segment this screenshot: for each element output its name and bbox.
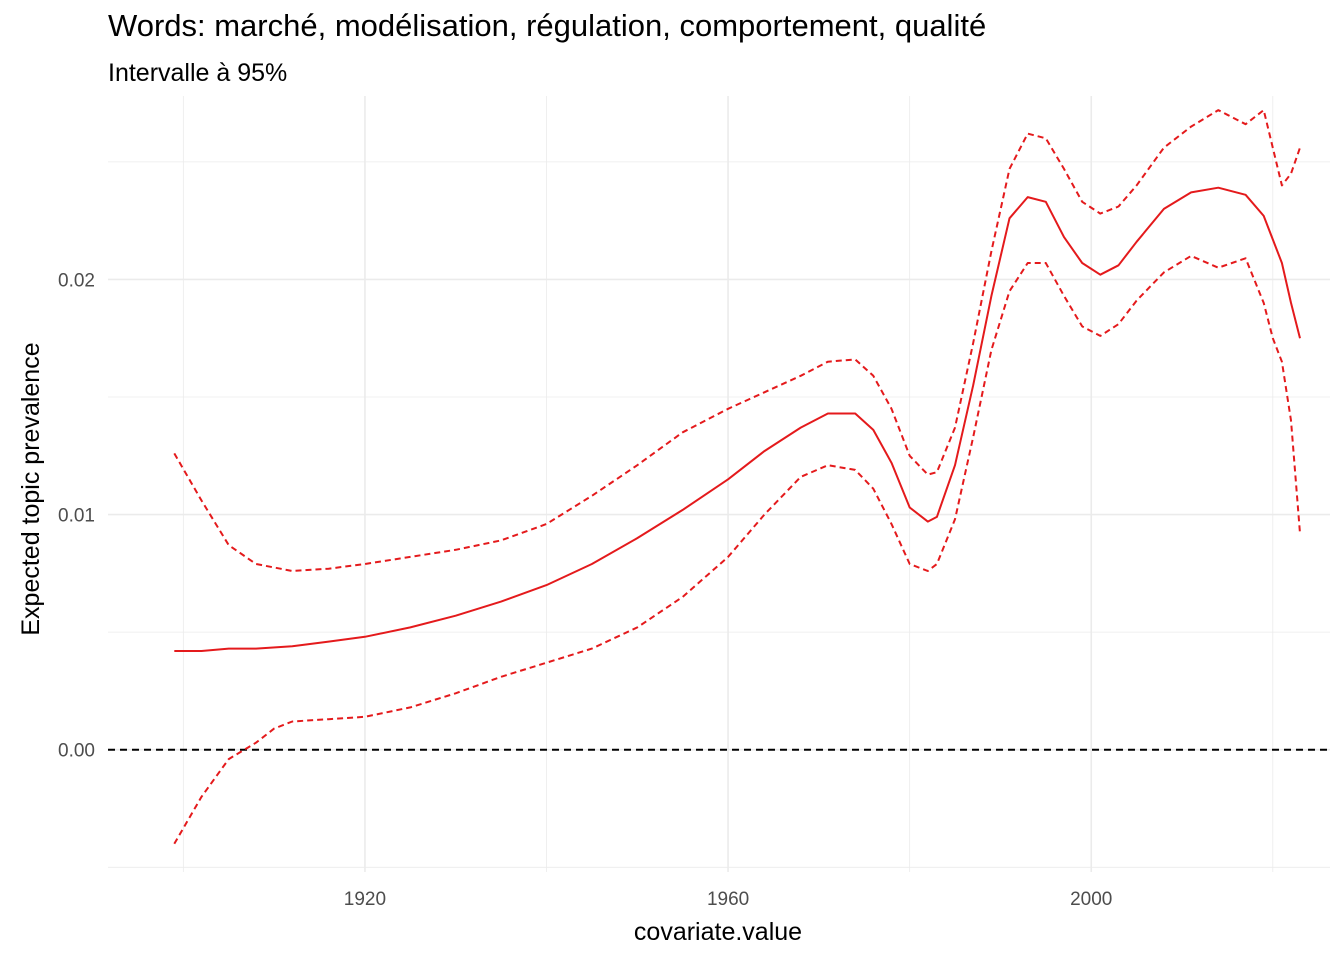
x-axis-ticks: 1920 1960 2000: [344, 889, 1113, 910]
minor-gridlines: [108, 96, 1330, 872]
x-tick-label: 1960: [707, 889, 749, 910]
y-axis-title: Expected topic prevalence: [17, 342, 45, 635]
y-tick-label: 0.02: [58, 270, 95, 291]
x-tick-label: 1920: [344, 889, 386, 910]
x-axis-title: covariate.value: [634, 918, 802, 946]
chart-title: Words: marché, modélisation, régulation,…: [108, 8, 987, 43]
upper-ci-line: [173, 109, 1301, 572]
chart-subtitle: Intervalle à 95%: [108, 59, 288, 87]
y-tick-label: 0.00: [58, 741, 95, 762]
series-lines: [173, 109, 1301, 845]
y-tick-label: 0.01: [58, 506, 95, 527]
x-tick-label: 2000: [1070, 889, 1112, 910]
major-gridlines: [108, 96, 1330, 872]
y-axis-ticks: 0.00 0.01 0.02: [58, 270, 95, 761]
estimate-line: [174, 186, 1301, 652]
lower-ci-line: [173, 254, 1301, 845]
